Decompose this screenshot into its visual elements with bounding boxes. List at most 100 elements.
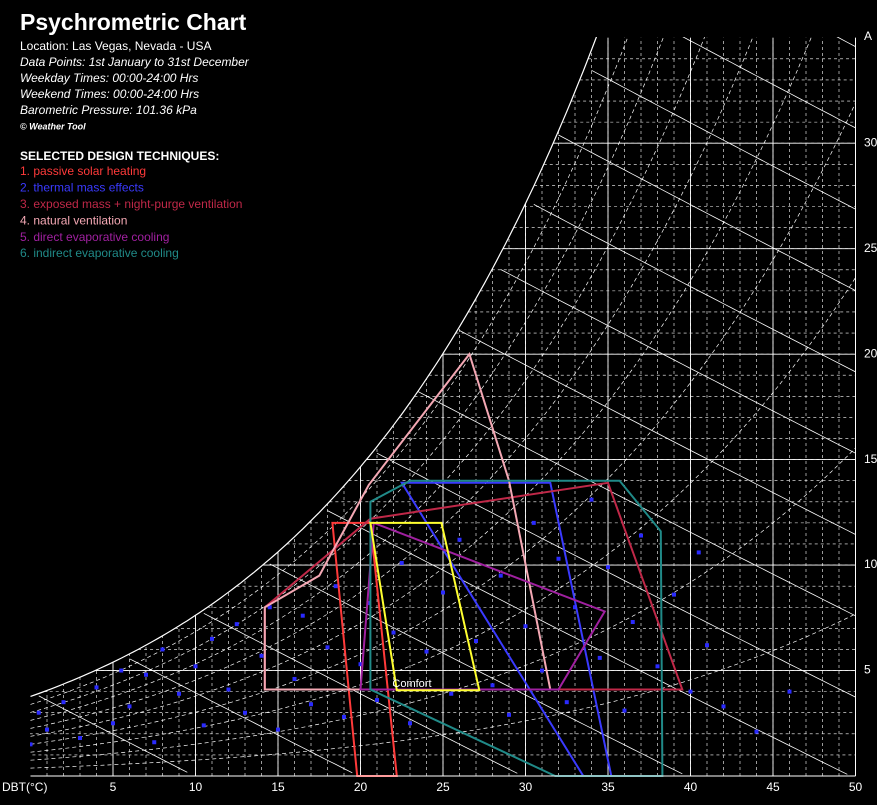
data-point bbox=[424, 649, 429, 654]
y-tick-label: 10 bbox=[864, 557, 877, 571]
data-point bbox=[210, 636, 214, 641]
x-tick-label: 40 bbox=[684, 780, 698, 794]
rh-curve bbox=[30, 37, 629, 705]
data-point bbox=[342, 714, 346, 719]
zone bbox=[359, 521, 607, 691]
data-point bbox=[267, 605, 272, 610]
data-point bbox=[127, 704, 132, 709]
data-point bbox=[234, 622, 239, 627]
data-point bbox=[672, 592, 676, 597]
comfort-zone bbox=[369, 521, 481, 692]
data-point bbox=[564, 700, 569, 705]
y-tick-label: 15 bbox=[864, 452, 877, 466]
data-point bbox=[639, 533, 643, 538]
data-point bbox=[333, 584, 338, 589]
data-point bbox=[226, 687, 231, 692]
data-point bbox=[276, 727, 280, 732]
info-line: Barometric Pressure: 101.36 kPa bbox=[20, 103, 197, 117]
data-point bbox=[366, 601, 371, 606]
legend-entry: 6. indirect evaporative cooling bbox=[20, 246, 179, 260]
data-point bbox=[325, 645, 330, 650]
data-point bbox=[540, 668, 544, 673]
data-point bbox=[160, 647, 165, 652]
x-tick-label: 10 bbox=[189, 780, 203, 794]
data-point bbox=[375, 698, 379, 703]
info-line: Location: Las Vegas, Nevada - USA bbox=[20, 39, 211, 53]
info-line: Data Points: 1st January to 31st Decembe… bbox=[20, 55, 250, 69]
enthalpy-line bbox=[129, 658, 353, 774]
enthalpy-line bbox=[500, 269, 856, 454]
info-line: Weekday Times: 00:00-24:00 Hrs bbox=[20, 71, 198, 85]
data-point bbox=[30, 742, 33, 747]
data-point bbox=[457, 537, 462, 542]
data-point bbox=[622, 708, 627, 713]
legend-entry: 3. exposed mass + night-purge ventilatio… bbox=[20, 197, 242, 211]
enthalpy-line bbox=[682, 37, 856, 129]
saturation-curve bbox=[30, 37, 598, 697]
credit: © Weather Tool bbox=[20, 121, 86, 131]
data-point bbox=[408, 721, 412, 726]
data-point bbox=[507, 712, 511, 717]
data-point bbox=[498, 573, 503, 578]
data-point bbox=[177, 691, 181, 696]
x-tick-label: 50 bbox=[849, 780, 863, 794]
data-point bbox=[696, 550, 701, 555]
data-point bbox=[597, 655, 602, 660]
data-point bbox=[36, 710, 41, 715]
data-point bbox=[300, 613, 305, 618]
grid bbox=[30, 37, 856, 776]
x-tick-label: 20 bbox=[354, 780, 368, 794]
data-point bbox=[193, 664, 198, 669]
comfort-label: Comfort bbox=[392, 678, 431, 690]
y-tick-label: 5 bbox=[864, 663, 871, 677]
enthalpy-line bbox=[327, 510, 848, 775]
y-tick-label: 30 bbox=[864, 135, 877, 149]
data-point bbox=[111, 721, 115, 726]
legend-entry: 4. natural ventilation bbox=[20, 213, 127, 227]
data-point bbox=[152, 740, 157, 745]
x-tick-label: 5 bbox=[110, 780, 117, 794]
legend-entry: 5. direct evaporative cooling bbox=[20, 230, 169, 244]
data-point bbox=[523, 624, 528, 629]
data-point bbox=[259, 653, 264, 658]
enthalpy-line bbox=[533, 204, 856, 373]
data-point bbox=[243, 710, 247, 715]
x-tick-label: 30 bbox=[519, 780, 533, 794]
data-point bbox=[589, 497, 594, 502]
rh-curve bbox=[30, 277, 856, 753]
data-point bbox=[441, 590, 445, 595]
data-point bbox=[45, 727, 49, 732]
data-point bbox=[474, 639, 478, 644]
x-tick-label: 15 bbox=[271, 780, 285, 794]
data-point bbox=[688, 689, 693, 694]
x-tick-label: 25 bbox=[436, 780, 450, 794]
enthalpy-line bbox=[269, 563, 683, 775]
data-point bbox=[309, 702, 313, 707]
zone bbox=[369, 479, 664, 777]
legend-title: SELECTED DESIGN TECHNIQUES: bbox=[20, 149, 219, 163]
data-point bbox=[391, 630, 396, 635]
enthalpy-line bbox=[591, 69, 856, 210]
info-line: Weekend Times: 00:00-24:00 Hrs bbox=[20, 87, 199, 101]
data-point bbox=[630, 620, 635, 625]
data-point bbox=[119, 668, 124, 673]
enthalpy-line bbox=[376, 452, 856, 698]
y-axis-label: A bbox=[864, 29, 872, 43]
data-point bbox=[78, 736, 82, 741]
rh-curve bbox=[30, 447, 856, 761]
legend-entry: 1. passive solar heating bbox=[20, 164, 146, 178]
x-axis-label: DBT(°C) bbox=[2, 780, 47, 794]
data-point bbox=[606, 565, 610, 570]
data-point bbox=[556, 556, 561, 561]
enthalpy-line bbox=[558, 134, 856, 292]
data-point bbox=[399, 560, 404, 565]
zone bbox=[263, 351, 552, 691]
data-point bbox=[531, 520, 536, 525]
data-point bbox=[573, 605, 577, 610]
y-tick-label: 20 bbox=[864, 346, 877, 360]
data-point bbox=[754, 729, 759, 734]
data-point bbox=[292, 676, 297, 681]
chart-title: Psychrometric Chart bbox=[20, 9, 247, 35]
data-point bbox=[358, 662, 363, 667]
